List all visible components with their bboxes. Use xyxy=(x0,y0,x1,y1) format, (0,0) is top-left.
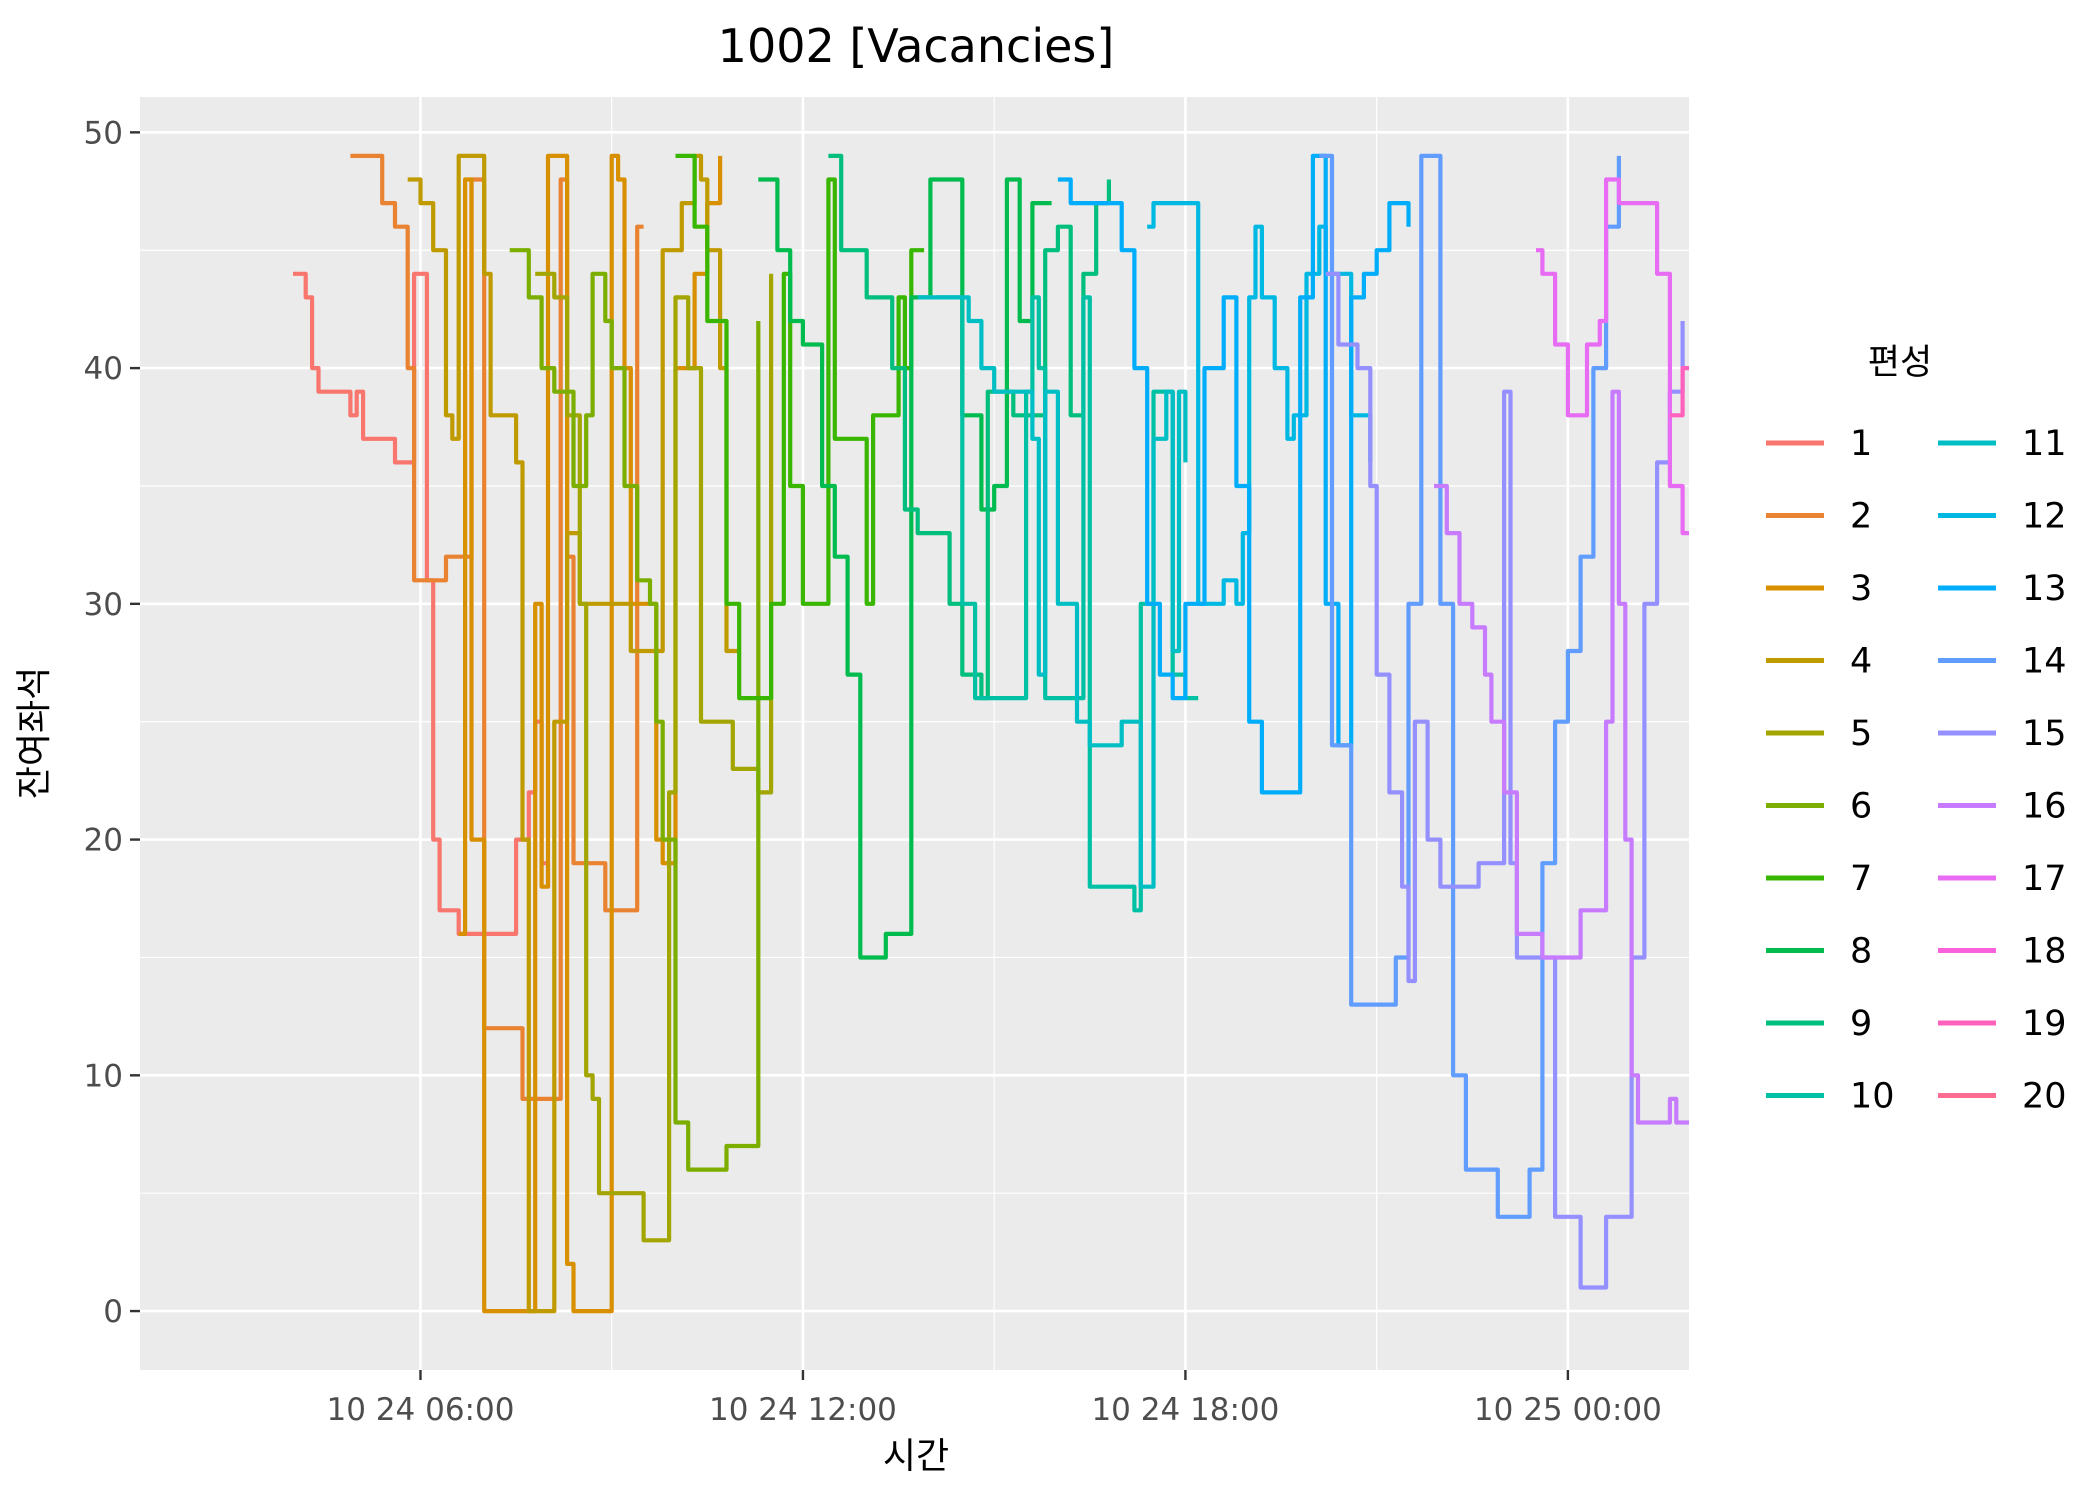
x-axis-title: 시간 xyxy=(883,1436,949,1477)
y-axis-title: 잔여좌석 xyxy=(14,667,55,799)
legend-label: 9 xyxy=(1850,1004,1872,1044)
series-line-7 xyxy=(675,153,925,701)
series-line-5 xyxy=(535,271,774,1243)
legend-label: 7 xyxy=(1850,859,1872,899)
series-line-6 xyxy=(509,248,761,1172)
series-line-11 xyxy=(917,295,1188,889)
legend-label: 19 xyxy=(2022,1004,2067,1044)
legend-item-4: 4 xyxy=(1766,642,1872,682)
legend-item-16: 16 xyxy=(1938,787,2067,827)
series-line-20 xyxy=(1734,250,2027,698)
y-tick-label: 40 xyxy=(84,351,123,387)
legend-item-12: 12 xyxy=(1938,497,2067,537)
series-lines xyxy=(293,153,2027,1314)
legend-label: 17 xyxy=(2022,859,2067,899)
legend-label: 10 xyxy=(1850,1077,1895,1117)
legend-label: 12 xyxy=(2022,497,2067,537)
series-line-1 xyxy=(293,271,551,936)
legend-label: 3 xyxy=(1850,569,1872,609)
y-axis: 0 10 20 30 40 50 xyxy=(84,115,140,1330)
legend-label: 6 xyxy=(1850,787,1872,827)
legend-label: 8 xyxy=(1850,932,1872,972)
x-tick-label: 10 24 12:00 xyxy=(709,1392,897,1428)
y-tick-label: 50 xyxy=(84,115,123,151)
legend-label: 18 xyxy=(2022,932,2067,972)
legend-label: 2 xyxy=(1850,497,1872,537)
y-tick-label: 30 xyxy=(84,587,123,623)
legend-item-6: 6 xyxy=(1766,787,1872,827)
legend-item-8: 8 xyxy=(1766,932,1872,972)
legend-item-13: 13 xyxy=(1938,569,2067,609)
legend-label: 14 xyxy=(2022,642,2067,682)
legend-item-18: 18 xyxy=(1938,932,2067,972)
y-tick-label: 10 xyxy=(84,1058,123,1094)
legend-item-3: 3 xyxy=(1766,569,1872,609)
legend-title: 편성 xyxy=(1868,343,1932,383)
x-tick-label: 10 24 18:00 xyxy=(1091,1392,1279,1428)
legend-item-7: 7 xyxy=(1766,859,1872,899)
series-line-14 xyxy=(1319,153,1621,1219)
legend-item-9: 9 xyxy=(1766,1004,1872,1044)
legend-label: 1 xyxy=(1850,424,1872,464)
legend-label: 16 xyxy=(2022,787,2067,827)
legend-label: 15 xyxy=(2022,714,2067,754)
legend-label: 20 xyxy=(2022,1077,2067,1117)
legend-item-10: 10 xyxy=(1766,1077,1895,1117)
legend-item-5: 5 xyxy=(1766,714,1872,754)
legend-label: 13 xyxy=(2022,569,2067,609)
legend-label: 4 xyxy=(1850,642,1872,682)
series-line-18 xyxy=(1708,156,1976,604)
legend-label: 11 xyxy=(2022,424,2067,464)
series-line-17 xyxy=(1536,177,1689,536)
legend-item-19: 19 xyxy=(1938,1004,2067,1044)
legend-item-15: 15 xyxy=(1938,714,2067,754)
series-line-16 xyxy=(1434,389,1689,1125)
legend-label: 5 xyxy=(1850,714,1872,754)
x-tick-label: 10 25 00:00 xyxy=(1474,1392,1662,1428)
series-line-13 xyxy=(1057,153,1411,795)
series-line-4 xyxy=(407,153,740,1314)
legend-item-1: 1 xyxy=(1766,424,1872,464)
x-tick-label: 10 24 06:00 xyxy=(327,1392,515,1428)
legend-item-20: 20 xyxy=(1938,1077,2067,1117)
legend-item-11: 11 xyxy=(1938,424,2067,464)
legend-item-14: 14 xyxy=(1938,642,2067,682)
series-line-8 xyxy=(758,177,1052,960)
plot-panel xyxy=(140,97,1689,1370)
legend-item-17: 17 xyxy=(1938,859,2067,899)
x-axis: 10 24 06:00 10 24 12:00 10 24 18:00 10 25 0… xyxy=(327,1370,1662,1428)
major-gridlines xyxy=(140,97,1689,1370)
y-tick-label: 20 xyxy=(84,823,123,859)
minor-gridlines xyxy=(140,97,1689,1370)
legend-item-2: 2 xyxy=(1766,497,1872,537)
y-tick-label: 0 xyxy=(103,1294,123,1330)
chart-title: 1002 [Vacancies] xyxy=(718,19,1115,73)
